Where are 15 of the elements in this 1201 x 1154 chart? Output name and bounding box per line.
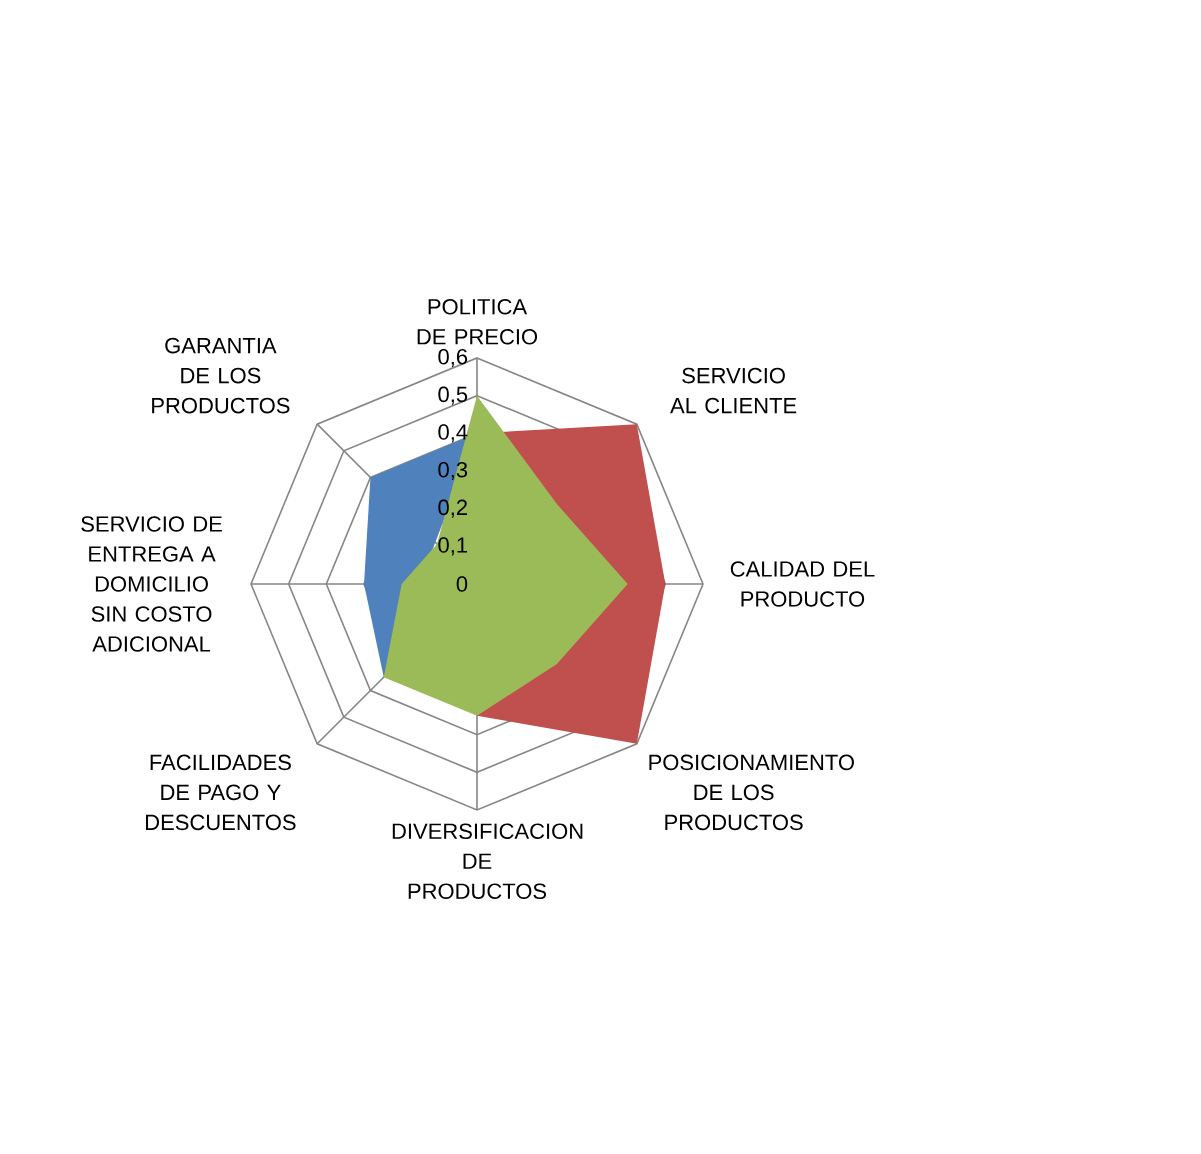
y-tick-label: 0,6 [438,348,468,368]
y-tick-label: 0 [456,576,468,592]
y-tick-label: 0,2 [438,499,467,518]
spoke-label: SERVICIO DE ENTREGA A DOMICILIO SIN COSTO ADICIONAL [81,516,222,652]
y-tick-label: 0,3 [438,461,468,481]
spoke-label: POSICIONAMIENTO DE LOS PRODUCTOS [649,754,854,831]
y-tick-label: 0,4 [438,424,468,443]
y-tick-label: 0,1 [438,537,468,556]
spoke-label: POLITICA DE PRECIO [417,298,538,345]
spoke-label: SERVICIO AL CLIENTE [670,367,797,414]
y-tick-label: 0,5 [438,386,468,405]
spoke-label: CALIDAD DEL PRODUCTO [730,561,875,607]
spoke-label: FACILIDADES DE PAGO Y DESCUENTOS [146,754,296,831]
spoke-label: DIVERSIFICACION DE PRODUCTOS [392,823,583,900]
spoke-label: GARANTIA DE LOS PRODUCTOS [152,337,290,414]
